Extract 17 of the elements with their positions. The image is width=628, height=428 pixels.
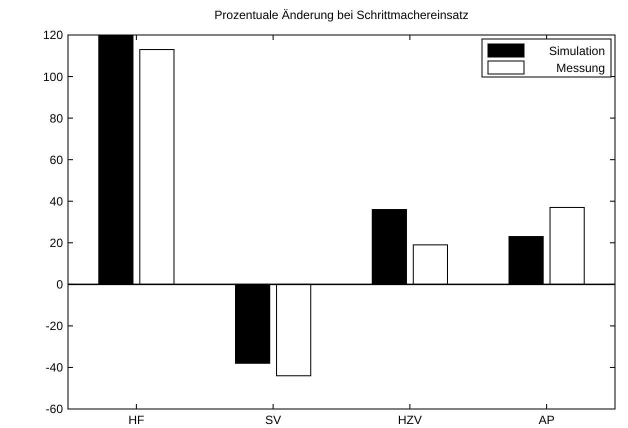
chart-title: Prozentuale Änderung bei Schrittmachereinsatz bbox=[214, 8, 469, 22]
y-tick-label: -20 bbox=[46, 319, 64, 334]
x-tick-label: HZV bbox=[398, 413, 422, 427]
y-tick-label: -40 bbox=[46, 360, 64, 375]
y-tick-label: 120 bbox=[42, 28, 64, 42]
y-tick-label: 100 bbox=[42, 70, 64, 84]
y-tick-label: -60 bbox=[46, 402, 64, 416]
y-tick-label: 80 bbox=[50, 111, 64, 126]
x-tick-label: HF bbox=[128, 413, 144, 427]
x-tick-label: SV bbox=[265, 413, 282, 427]
y-tick-label: 40 bbox=[50, 194, 64, 208]
y-tick-label: 20 bbox=[50, 236, 64, 250]
text: Messung bbox=[556, 61, 605, 76]
y-tick-label: 0 bbox=[56, 278, 64, 292]
legend-label: Simulation bbox=[548, 44, 605, 58]
x-tick-label: AP bbox=[538, 413, 555, 427]
y-tick-label: 60 bbox=[50, 152, 64, 167]
